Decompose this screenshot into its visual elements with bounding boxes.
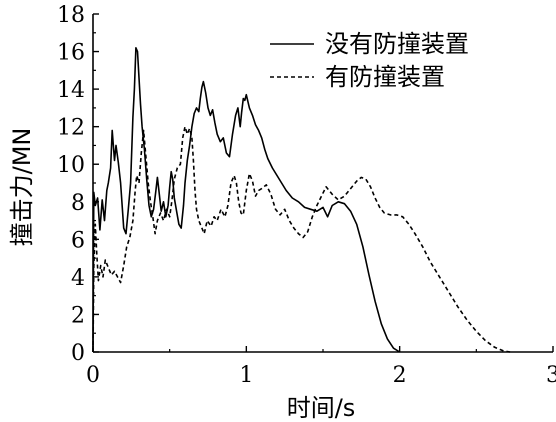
x-tick-label: 0 <box>86 363 100 388</box>
y-tick-label: 10 <box>57 153 85 178</box>
y-tick-label: 4 <box>71 266 85 291</box>
y-tick-label: 14 <box>57 78 85 103</box>
y-tick-label: 8 <box>71 191 85 216</box>
y-tick-label: 6 <box>71 228 85 253</box>
y-tick-label: 16 <box>57 41 85 66</box>
legend-label: 有防撞装置 <box>325 63 445 91</box>
y-tick-label: 2 <box>71 303 85 328</box>
y-tick-label: 0 <box>71 341 85 366</box>
y-tick-label: 18 <box>57 3 85 28</box>
series-line-with-device <box>92 125 511 353</box>
y-axis-label: 撞击力/MN <box>8 128 36 247</box>
legend-label: 没有防撞装置 <box>325 30 469 58</box>
x-tick-label: 1 <box>239 363 253 388</box>
x-tick-label: 2 <box>393 363 407 388</box>
series-group <box>92 47 511 353</box>
y-tick-label: 12 <box>57 116 85 141</box>
x-axis-label: 时间/s <box>287 394 356 422</box>
x-tick-label: 3 <box>546 363 556 388</box>
series-line-no-device <box>92 47 401 353</box>
